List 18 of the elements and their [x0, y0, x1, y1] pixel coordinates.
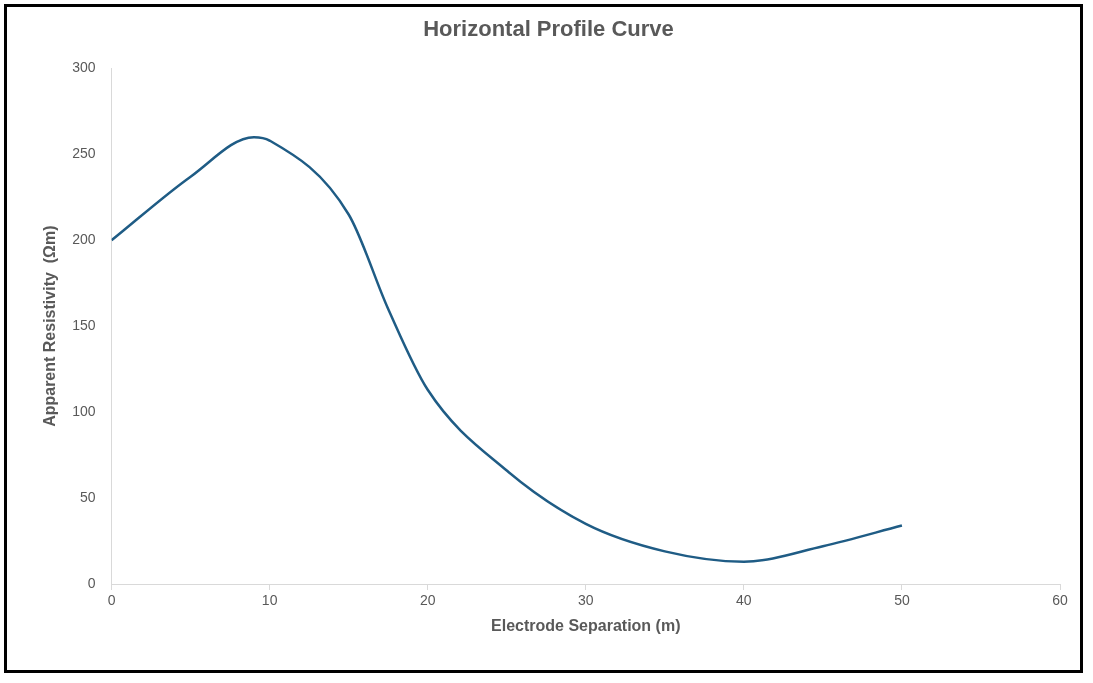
- x-tick-label: 20: [419, 592, 436, 609]
- x-tick-label: 30: [577, 592, 594, 609]
- x-tick-label: 50: [894, 592, 910, 609]
- y-tick-label: 200: [72, 231, 96, 248]
- x-tick-label: 60: [1052, 592, 1068, 609]
- y-tick-label: 250: [72, 145, 96, 162]
- y-tick-label: 150: [72, 317, 96, 334]
- chart-title: Horizontal Profile Curve: [423, 16, 674, 42]
- x-tick-label: 40: [736, 592, 752, 609]
- y-tick-label: 0: [87, 574, 96, 591]
- y-tick-label: 50: [79, 488, 96, 505]
- line-series: [111, 135, 904, 563]
- y-tick-label: 100: [72, 402, 96, 419]
- y-axis-title: Apparent Resistivity (Ωm): [41, 225, 59, 427]
- y-tick-label: 300: [72, 59, 96, 76]
- x-axis-title: Electrode Separation (m): [491, 616, 681, 634]
- x-tick-label: 10: [261, 592, 278, 609]
- x-tick-label: 0: [107, 592, 116, 609]
